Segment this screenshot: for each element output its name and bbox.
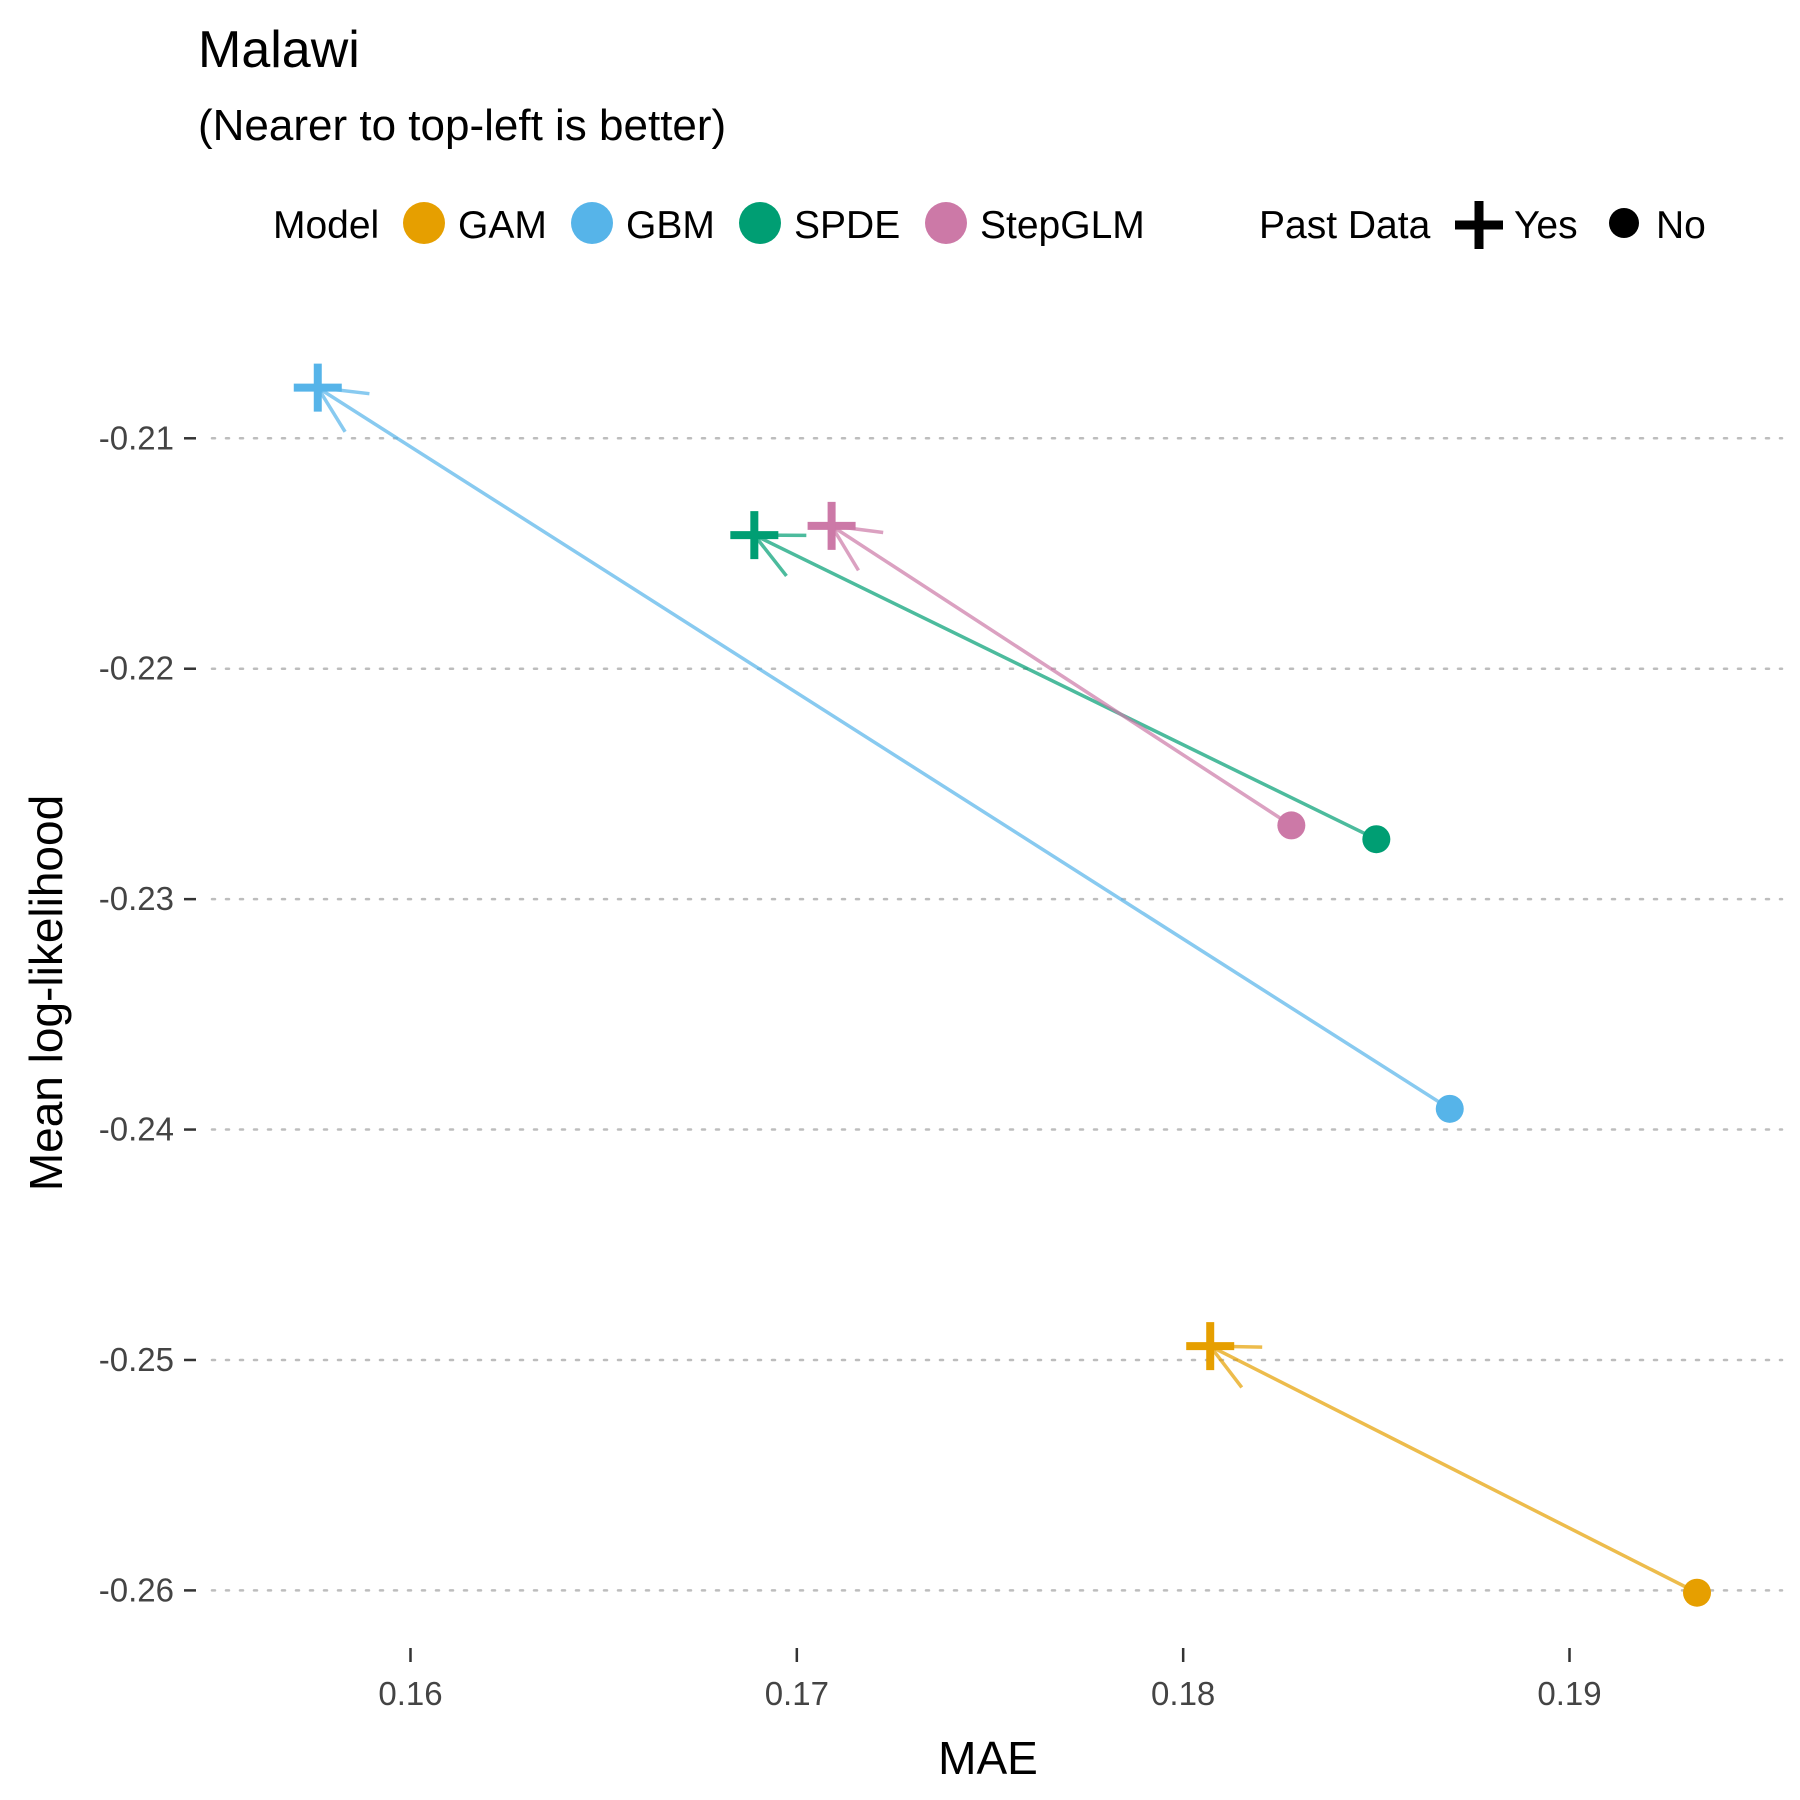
point-gam-no — [1683, 1578, 1712, 1607]
point-stepglm-yes — [807, 501, 856, 550]
legend: Model GAM GBM SPDE StepGLM Past Data Yes No — [273, 201, 1706, 249]
x-tick-label: 0.17 — [765, 1675, 829, 1712]
arrowhead-spde — [752, 533, 788, 578]
grid — [210, 437, 1784, 1592]
legend-cross-icon — [1455, 201, 1503, 249]
arrow-spde — [753, 533, 1378, 841]
legend-circle-icon — [1609, 208, 1639, 238]
x-tick-label: 0.16 — [378, 1675, 442, 1712]
legend-gam-label: GAM — [458, 204, 547, 247]
y-tick-label: -0.22 — [99, 650, 174, 687]
arrow-gam — [1209, 1344, 1698, 1595]
legend-no-label: No — [1656, 204, 1706, 247]
y-tick-label: -0.21 — [99, 419, 174, 456]
y-tick-label: -0.23 — [99, 880, 174, 917]
y-axis-title: Mean log-likelihood — [20, 795, 72, 1191]
x-tick-label: 0.19 — [1537, 1675, 1601, 1712]
chart-subtitle: (Nearer to top-left is better) — [198, 101, 726, 150]
arrow-gbm — [316, 386, 1451, 1111]
legend-gbm-swatch — [571, 202, 613, 244]
arrowhead-gbm — [316, 386, 347, 433]
series-layer — [293, 363, 1712, 1607]
x-axis-title: MAE — [938, 1732, 1038, 1784]
point-stepglm-no — [1277, 811, 1306, 840]
arrow-stepglm — [830, 524, 1293, 827]
legend-stepglm-swatch — [925, 202, 967, 244]
x-tick-label: 0.18 — [1151, 1675, 1215, 1712]
legend-model-title: Model — [273, 204, 379, 247]
y-tick-label: -0.25 — [99, 1341, 174, 1378]
arrowhead-stepglm — [830, 524, 860, 572]
legend-yes-label: Yes — [1514, 204, 1578, 247]
legend-gbm-label: GBM — [626, 204, 715, 247]
point-gbm-no — [1435, 1094, 1464, 1123]
y-tick-label: -0.24 — [99, 1111, 174, 1148]
legend-spde-swatch — [739, 202, 781, 244]
point-spde-yes — [730, 511, 779, 560]
legend-spde-label: SPDE — [794, 204, 900, 247]
y-tick-label: -0.26 — [99, 1571, 174, 1608]
arrowhead-gam — [1208, 1345, 1244, 1389]
legend-stepglm-label: StepGLM — [980, 204, 1145, 247]
legend-past-data-title: Past Data — [1259, 204, 1431, 247]
point-spde-no — [1362, 825, 1391, 854]
y-axis: -0.21 -0.22 -0.23 -0.24 -0.25 -0.26 — [99, 419, 196, 1608]
point-gam-yes — [1186, 1322, 1235, 1371]
chart-title: Malawi — [198, 21, 360, 79]
x-axis: 0.16 0.17 0.18 0.19 — [378, 1648, 1602, 1712]
point-gbm-yes — [293, 363, 342, 412]
legend-models: GAM GBM SPDE StepGLM — [403, 202, 1145, 247]
legend-gam-swatch — [403, 202, 445, 244]
